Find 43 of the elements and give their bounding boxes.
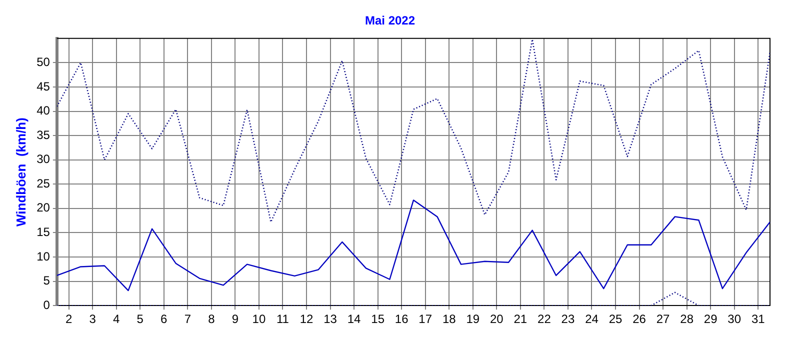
x-tick-label: 25 [608, 312, 622, 326]
y-tick-label: 35 [36, 128, 50, 142]
y-axis-title: Windböen (km/h) [13, 118, 28, 226]
y-tick-label: 20 [36, 200, 50, 215]
y-tick-label: 0 [43, 298, 50, 312]
x-tick-label: 22 [538, 312, 552, 326]
x-tick-label: 30 [728, 312, 742, 326]
x-tick-label: 10 [252, 312, 266, 326]
x-tick-label: 19 [466, 312, 480, 326]
x-tick-label: 9 [232, 312, 239, 326]
x-tick-label: 5 [136, 312, 144, 326]
x-tick-label: 12 [300, 312, 314, 326]
x-tick-label: 26 [632, 312, 646, 326]
x-tick-label: 14 [347, 312, 362, 326]
x-tick-label: 7 [184, 312, 192, 326]
x-tick-label: 18 [442, 312, 456, 326]
y-tick-label: 5 [43, 274, 50, 288]
x-tick-label: 27 [656, 312, 670, 326]
x-tick-label: 15 [371, 312, 385, 326]
x-tick-label: 29 [704, 312, 718, 326]
x-tick-label: 31 [751, 312, 766, 326]
y-tick-label: 25 [36, 176, 50, 190]
x-tick-label: 24 [585, 312, 599, 326]
chart-title: Mai 2022 [364, 14, 416, 28]
x-tick-label: 11 [276, 312, 290, 326]
x-tick-label: 16 [394, 312, 409, 326]
x-tick-label: 6 [160, 312, 168, 326]
y-tick-label: 15 [36, 225, 50, 240]
x-tick-label: 17 [418, 312, 432, 326]
x-tick-label: 2 [65, 312, 72, 326]
x-tick-label: 23 [561, 312, 575, 326]
x-tick-label: 13 [324, 312, 338, 326]
x-tick-label: 3 [89, 312, 96, 326]
x-tick-label: 4 [113, 312, 120, 326]
x-tick-label: 20 [490, 312, 504, 326]
y-tick-label: 10 [36, 249, 50, 264]
y-tick-label: 30 [36, 152, 50, 166]
y-tick-label: 45 [36, 79, 50, 94]
y-tick-label: 50 [36, 55, 50, 70]
x-tick-label: 8 [208, 312, 216, 326]
x-tick-label: 21 [514, 312, 528, 326]
y-tick-label: 40 [36, 104, 50, 118]
x-tick-label: 28 [680, 312, 694, 326]
